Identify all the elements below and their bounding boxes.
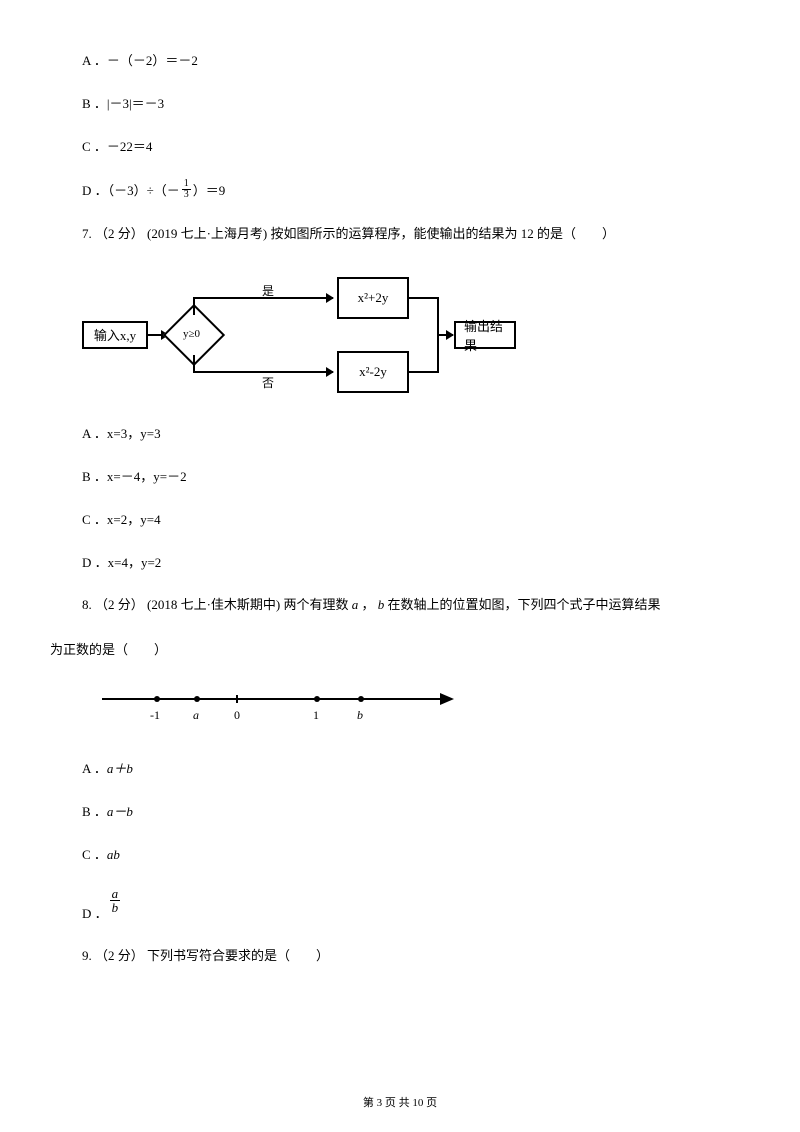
flow-yes-text: 是 (262, 282, 274, 299)
q8-option-d: D ． a b (50, 895, 750, 922)
q8-optC-prefix: C ． (82, 847, 107, 862)
flow-input-box: 输入x,y (82, 321, 148, 349)
q6-optD-suffix: ）＝9 (193, 180, 226, 199)
q8-optA-expr: a＋b (107, 761, 133, 776)
q7-stem-text: 7. （2 分） (2019 七上·上海月考) 按如图所示的运算程序，能使输出的… (82, 226, 615, 241)
q8-stem-p2: 在数轴上的位置如图，下列四个式子中运算结果 (384, 597, 660, 612)
flow-output-text: 输出结果 (464, 316, 506, 354)
nl-label-one: 1 (313, 708, 319, 723)
flow-line-up-v (193, 297, 195, 315)
nl-axis (102, 698, 442, 700)
frac-den: 3 (182, 190, 191, 200)
q8-optD-prefix: D ． (82, 903, 108, 922)
nl-label-neg1: -1 (150, 708, 160, 723)
nl-label-a: a (193, 708, 199, 723)
page-footer: 第 3 页 共 10 页 (0, 1094, 800, 1110)
q7-option-a: A ．x=3，y=3 (50, 423, 750, 442)
nl-label-zero: 0 (234, 708, 240, 723)
flow-no-text: 否 (262, 374, 274, 391)
flowchart-diagram: 输入x,y y≥0 是 否 x²+2y x²-2y 输出结果 (82, 269, 502, 399)
q8-optB-prefix: B ． (82, 804, 107, 819)
q6-optB-text: B ．|－3|＝－3 (82, 96, 164, 111)
q8-optB-expr: a－b (107, 804, 133, 819)
flow-line-down-h (193, 371, 333, 373)
q6-option-a: A ．－（－2）＝－2 (50, 50, 750, 69)
nl-dot-b (358, 696, 364, 702)
nl-arrow-icon (440, 693, 454, 705)
flow-input-text: 输入x,y (94, 325, 136, 344)
q9-stem: 9. （2 分） 下列书写符合要求的是（ ） (50, 946, 750, 967)
frac-den-b: b (110, 901, 121, 914)
q6-option-b: B ．|－3|＝－3 (50, 93, 750, 112)
flow-line-merge (437, 334, 453, 336)
fraction-a-over-b: a b (110, 887, 121, 914)
nl-tick-zero (236, 695, 238, 703)
q8-stem-line2-text: 为正数的是（ ） (50, 642, 167, 657)
q8-option-c: C ．ab (50, 844, 750, 863)
nl-dot-neg1 (154, 696, 160, 702)
flow-bot-text: x²-2y (359, 364, 387, 380)
q6-optD-prefix: D ．（－3）÷（－ (82, 180, 180, 199)
q8-stem-line2: 为正数的是（ ） (50, 640, 750, 661)
flow-line-top-out (409, 297, 439, 299)
q7-optB-text: B ．x=－4，y=－2 (82, 469, 187, 484)
flow-top-box: x²+2y (337, 277, 409, 319)
flow-line-top-out-v (437, 297, 439, 335)
flow-top-text: x²+2y (358, 290, 389, 306)
q7-option-b: B ．x=－4，y=－2 (50, 466, 750, 485)
nl-label-b: b (357, 708, 363, 723)
q8-stem-p1: 8. （2 分） (2018 七上·佳木斯期中) 两个有理数 (82, 597, 352, 612)
q8-optC-expr: ab (107, 847, 120, 862)
flow-output-box: 输出结果 (454, 321, 516, 349)
flow-line-bot-out (409, 371, 439, 373)
q9-stem-text: 9. （2 分） 下列书写符合要求的是（ ） (82, 948, 329, 963)
q8-stem-line1: 8. （2 分） (2018 七上·佳木斯期中) 两个有理数 a ， b 在数轴… (50, 595, 750, 616)
flow-bot-box: x²-2y (337, 351, 409, 393)
flow-line-bot-out-v (437, 335, 439, 373)
q7-optD-text: D ．x=4，y=2 (82, 555, 161, 570)
nl-dot-one (314, 696, 320, 702)
q7-stem: 7. （2 分） (2019 七上·上海月考) 按如图所示的运算程序，能使输出的… (50, 224, 750, 245)
q7-option-d: D ．x=4，y=2 (50, 552, 750, 571)
q8-optA-prefix: A ． (82, 761, 107, 776)
q7-optC-text: C ．x=2，y=4 (82, 512, 161, 527)
nl-dot-a (194, 696, 200, 702)
q6-optA-text: A ．－（－2）＝－2 (82, 53, 198, 68)
fraction-one-third: 1 3 (182, 179, 191, 200)
frac-num-a: a (110, 887, 121, 901)
q8-option-b: B ．a－b (50, 801, 750, 820)
q6-option-d: D ．（－3）÷（－ 1 3 ）＝9 (50, 179, 750, 200)
q8-comma: ， (358, 597, 378, 612)
footer-text: 第 3 页 共 10 页 (363, 1097, 437, 1109)
q8-option-a: A ．a＋b (50, 758, 750, 777)
q6-optC-text: C ．－22＝4 (82, 139, 152, 154)
q6-option-c: C ．－22＝4 (50, 136, 750, 155)
flow-cond-text: y≥0 (183, 328, 200, 340)
number-line-diagram: -1 a 0 1 b (102, 684, 462, 734)
q7-optA-text: A ．x=3，y=3 (82, 426, 161, 441)
q7-option-c: C ．x=2，y=4 (50, 509, 750, 528)
